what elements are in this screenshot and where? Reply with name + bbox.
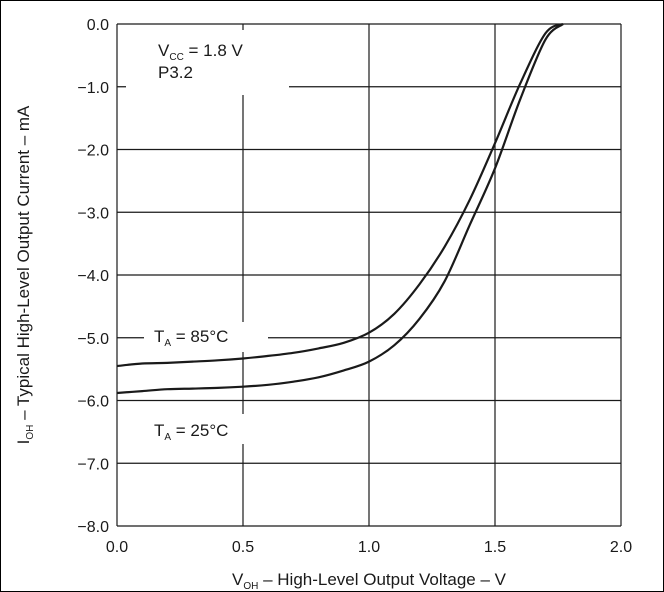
y-tick-label-7: −7.0 <box>77 456 109 473</box>
mask-s0 <box>144 322 268 352</box>
x-tick-label-2: 1.0 <box>358 539 380 556</box>
annotation-pin: P3.2 <box>158 63 193 82</box>
y-tick-label-6: −6.0 <box>77 394 109 411</box>
annotation-vcc: VCC = 1.8 V <box>158 41 244 63</box>
x-tick-label-0: 0.0 <box>106 539 128 556</box>
series-label-85c: TA = 85°C <box>154 327 228 349</box>
y-tick-label-3: −3.0 <box>77 205 109 222</box>
x-tick-label-1: 0.5 <box>232 539 254 556</box>
y-tick-label-5: −5.0 <box>77 331 109 348</box>
series-line-0 <box>116 22 564 368</box>
series-line-1 <box>116 23 564 395</box>
grid-lines <box>116 23 622 527</box>
x-tick-label-3: 1.5 <box>484 539 506 556</box>
x-tick-label-4: 2.0 <box>610 539 632 556</box>
tick-labels: 0.0 0.5 1.0 1.5 2.0 0.0 −1.0 −2.0 −3.0 −4.0 −5.0 −6… <box>77 17 632 556</box>
y-axis-label: IOH – Typical High-Level Output Current … <box>14 105 36 444</box>
mask-annotation <box>126 30 289 95</box>
series-lines <box>116 22 564 395</box>
y-tick-label-8: −8.0 <box>77 519 109 536</box>
mask-s1 <box>144 414 268 444</box>
y-tick-label-1: −1.0 <box>77 80 109 97</box>
x-axis-label: VOH – High-Level Output Voltage – V <box>232 570 507 592</box>
label-backgrounds <box>126 30 289 444</box>
y-tick-label-2: −2.0 <box>77 143 109 160</box>
y-tick-label-0: 0.0 <box>87 17 109 34</box>
y-tick-label-4: −4.0 <box>77 268 109 285</box>
series-label-25c: TA = 25°C <box>154 421 228 443</box>
